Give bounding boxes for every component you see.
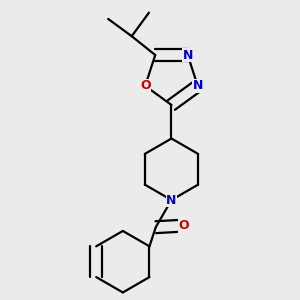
- Text: O: O: [140, 80, 151, 92]
- Text: N: N: [182, 49, 193, 62]
- Text: N: N: [166, 194, 177, 206]
- Text: O: O: [179, 219, 189, 232]
- Text: N: N: [193, 80, 203, 92]
